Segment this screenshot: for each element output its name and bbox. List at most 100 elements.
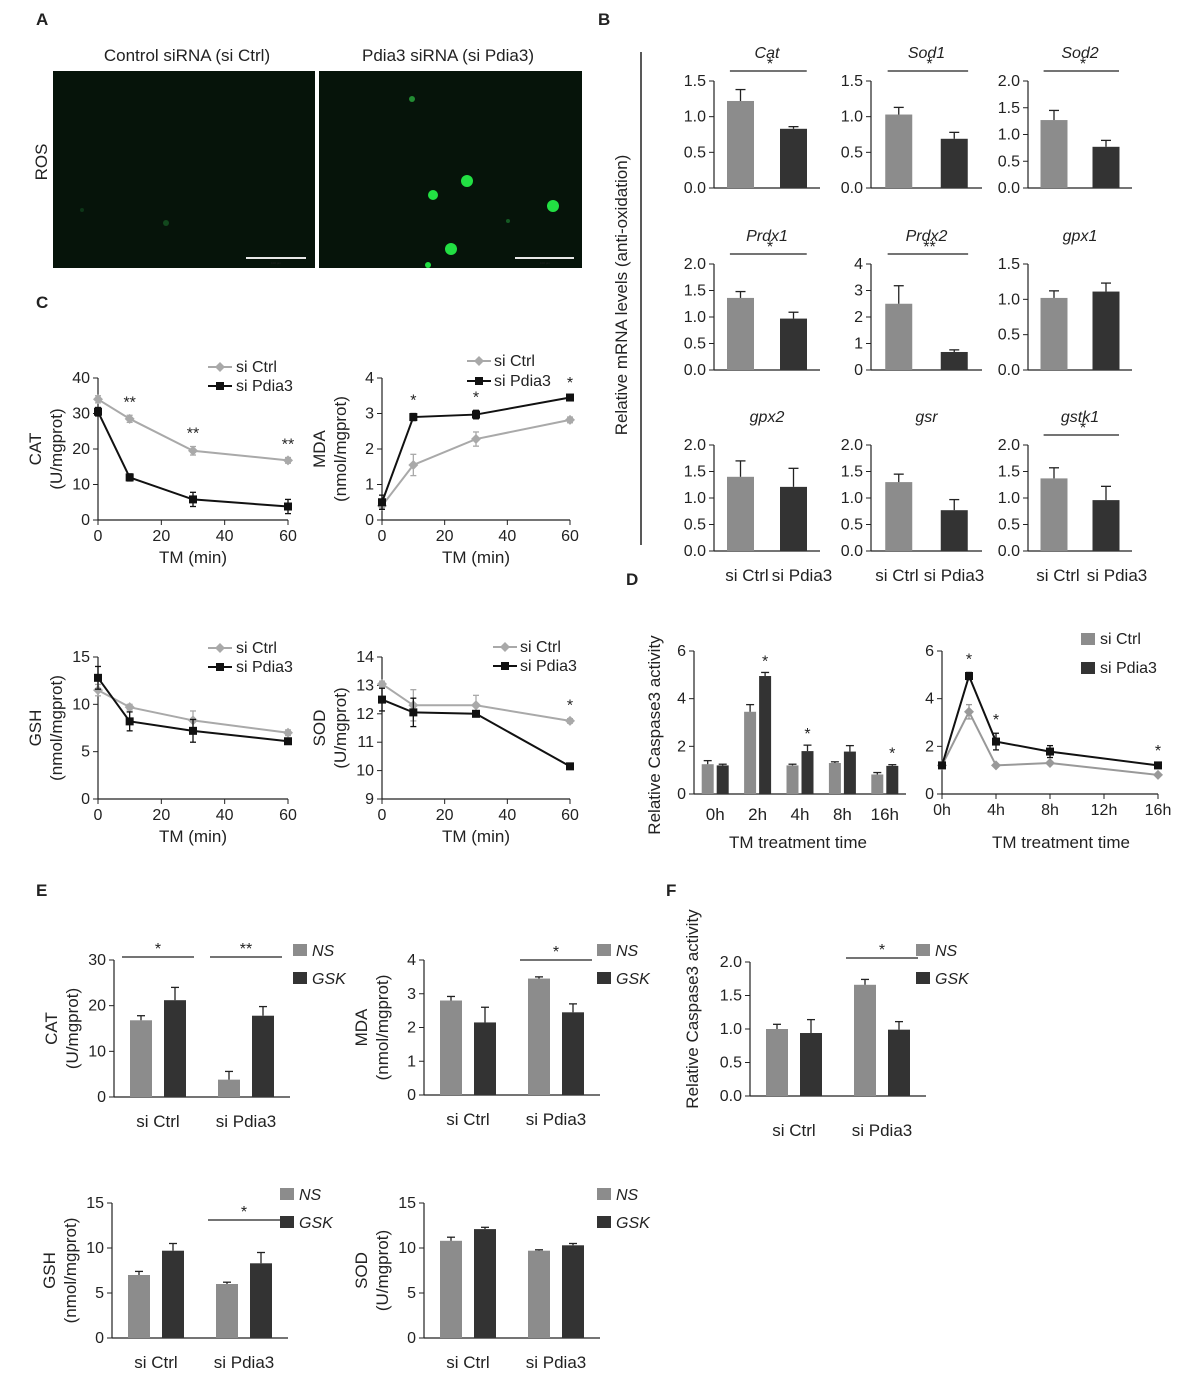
data-point (1153, 769, 1163, 780)
y-tick-label: 40 (72, 370, 90, 387)
series-line (97, 411, 289, 508)
panel-b-cat-label: si Pdia3 (1087, 566, 1147, 585)
legend-marker-square (216, 382, 224, 390)
y-tick-label: 2 (925, 738, 934, 755)
y-axis-label: CAT (42, 1012, 61, 1045)
chart-title: gpx2 (750, 409, 785, 426)
y-tick-label: 1.0 (684, 490, 706, 507)
chart-title: gsr (915, 409, 938, 426)
x-tick-label: 20 (436, 807, 454, 824)
x-tick-label: si Ctrl (446, 1110, 489, 1129)
x-tick-label: 40 (216, 528, 234, 545)
panel-label-d: D (626, 570, 638, 589)
chart-e-mda: 0 1 2 3 4 si Ctrl si Pdia3 * MDA (nmol/mgprot) (352, 944, 600, 1129)
bar (843, 751, 856, 794)
y-tick-label: 0.0 (684, 180, 706, 197)
chart-b-sod2: 0.0 0.5 1.0 1.5 2.0 Sod2* (998, 45, 1132, 197)
significance-marker: * (804, 726, 810, 743)
significance-marker: * (1080, 420, 1086, 437)
y-tick-label: 0.5 (841, 517, 863, 534)
panel-d-ylabel: Relative Caspase3 activity (645, 635, 664, 835)
chart-f-casp: 0.0 0.5 1.0 1.5 2.0 si Ctrl si Pdia3 * Relative … (683, 909, 926, 1140)
panel-d-xlabel: TM treatment time (992, 833, 1130, 852)
bar (716, 765, 729, 794)
panel-b-ylabel: Relative mRNA levels (anti-oxidation) (612, 155, 631, 436)
x-tick-label: 0 (378, 528, 387, 545)
x-tick-label: si Pdia3 (852, 1121, 912, 1140)
legend-e-gsh: NS GSK (280, 1187, 334, 1232)
panel-label-c: C (36, 293, 48, 312)
bar (759, 676, 772, 794)
data-point (94, 673, 102, 682)
data-point (565, 715, 575, 726)
y-axis-label: (nmol/mgprot) (373, 975, 392, 1081)
significance-marker: * (762, 653, 768, 670)
panel-b-cat-label: si Pdia3 (772, 566, 832, 585)
y-tick-label: 6 (925, 643, 934, 660)
chart-title: gpx1 (1063, 228, 1098, 245)
legend-label: si Ctrl (520, 639, 561, 656)
y-tick-label: 1 (407, 1053, 416, 1070)
panel-b-cat-label: si Ctrl (1036, 566, 1079, 585)
x-axis-label: TM (min) (159, 827, 227, 846)
y-tick-label: 0.5 (684, 517, 706, 534)
y-tick-label: 4 (677, 691, 686, 708)
series-line (381, 683, 571, 722)
x-tick-label: 0 (378, 807, 387, 824)
data-point (377, 678, 387, 689)
legend-marker-diamond (474, 356, 484, 366)
legend-f: NS GSK (916, 943, 970, 988)
legend-label: si Pdia3 (1100, 660, 1157, 677)
x-tick-label: si Pdia3 (526, 1353, 586, 1372)
chart-title: Prdx1 (746, 228, 788, 245)
y-tick-label: 0 (925, 786, 934, 803)
y-tick-label: 1.5 (841, 73, 863, 90)
micrograph-title-control: Control siRNA (si Ctrl) (104, 46, 270, 65)
panel-b-cat-label: si Ctrl (875, 566, 918, 585)
legend-label: si Ctrl (1100, 631, 1141, 648)
y-tick-label: 10 (72, 696, 90, 713)
bar (940, 510, 968, 551)
y-axis-label: MDA (352, 1008, 371, 1046)
y-tick-label: 1.5 (998, 464, 1020, 481)
x-tick-label: 0 (94, 807, 103, 824)
bar (885, 482, 913, 551)
significance-marker: * (1080, 56, 1086, 73)
y-tick-label: 0.5 (684, 144, 706, 161)
y-tick-label: 10 (356, 763, 374, 780)
bar (885, 303, 913, 370)
y-tick-label: 4 (925, 691, 934, 708)
y-axis-label: (nmol/mgprot) (61, 1218, 80, 1324)
significance-marker: * (879, 942, 885, 959)
bar (828, 763, 841, 794)
significance-marker: * (567, 698, 573, 715)
y-tick-label: 0.5 (841, 144, 863, 161)
y-tick-label: 3 (854, 283, 863, 300)
chart-title: Sod2 (1061, 45, 1098, 62)
legend-label: si Ctrl (494, 353, 535, 370)
series-line (381, 396, 571, 503)
micrograph-control: 100 µm (53, 71, 315, 268)
chart-b-gstk1: 0.0 0.5 1.0 1.5 2.0 gstk1* (998, 409, 1132, 560)
series-line (381, 698, 571, 768)
bar (252, 1015, 274, 1097)
y-tick-label: 2.0 (684, 437, 706, 454)
x-tick-label: si Pdia3 (214, 1353, 274, 1372)
data-point (378, 498, 386, 507)
panel-label-a: A (36, 10, 48, 29)
bar (780, 318, 807, 370)
data-point (471, 434, 481, 445)
chart-title: gstk1 (1061, 409, 1099, 426)
x-tick-label: 60 (279, 528, 297, 545)
y-tick-label: 2.0 (684, 256, 706, 273)
charts-layer: 0.00.51.01.5Cat*0.00.51.01.5Sod1*0.00.51… (26, 45, 1171, 1372)
legend-label: si Pdia3 (236, 378, 293, 395)
data-point (472, 709, 480, 718)
significance-marker: * (155, 941, 161, 958)
significance-marker: * (553, 944, 559, 961)
y-tick-label: 0.0 (998, 180, 1020, 197)
legend-swatch (1081, 633, 1095, 645)
y-tick-label: 1.0 (841, 490, 863, 507)
data-point (284, 502, 292, 511)
bar (528, 978, 550, 1095)
